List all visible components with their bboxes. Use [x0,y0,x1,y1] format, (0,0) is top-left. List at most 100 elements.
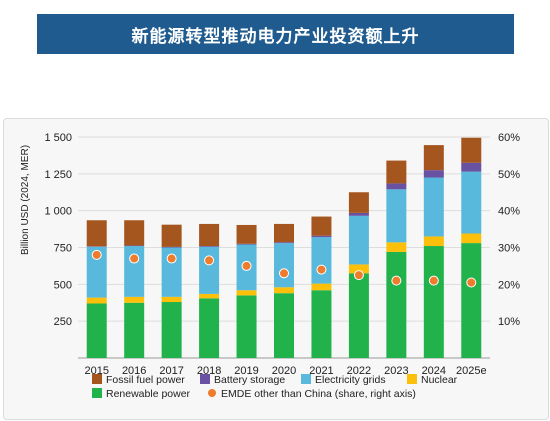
y-tick-label: 1 250 [44,169,72,181]
legend-swatch [407,374,417,384]
bar-segment [311,290,332,358]
y2-tick-label: 40% [498,206,520,218]
y2-tick-label: 30% [498,243,520,255]
x-tick-label: 2015 [84,365,108,377]
bar-segment [236,290,257,296]
legend-label: Battery storage [214,374,285,386]
share-point [241,260,252,271]
title-banner: 新能源转型推动电力产业投资额上升 [37,14,514,54]
bar-segment [161,224,182,247]
bar-segment [311,283,332,291]
bar-segment [236,243,257,245]
share-point [166,253,177,264]
y2-tick-label: 10% [498,316,520,328]
bar-segment [311,235,332,238]
bar-segment [199,298,220,358]
bar-segment [423,170,444,178]
bar-segment [161,246,182,248]
bar-segment [199,293,220,299]
bar-segment [348,273,369,358]
right-axis: 10% 20% 30% 40% 50% 60% [498,132,520,328]
legend-swatch [200,374,210,384]
y-tick-label: 750 [54,243,72,255]
bar-segment [161,247,182,297]
bar-segment [274,243,294,288]
left-axis: 250 500 750 1 000 1 250 1 500 [44,132,72,328]
bar-segment [311,216,332,236]
bar-segment [86,220,107,247]
share-dots [91,249,477,288]
legend-label: Renewable power [106,388,191,400]
share-point [91,249,102,260]
share-point [353,270,364,281]
bar-segment [86,303,107,358]
share-point [204,255,215,266]
legend-label: Electricity grids [315,374,386,386]
bar-segment [274,293,294,358]
bar-segment [274,287,294,294]
bar-segment [423,177,444,237]
x-tick-label: 2021 [309,365,333,377]
share-point [428,275,439,286]
x-tick-label: 2017 [159,365,183,377]
x-tick-label: 2025e [456,365,487,377]
bar-segment [236,295,257,358]
bar-segment [348,264,369,274]
bar-segment [348,212,369,216]
bar-segment [124,246,145,297]
bar-segment [124,296,145,303]
y-axis-label: Billion USD (2024, MER) [20,145,31,255]
x-tick-label: 2024 [422,365,446,377]
bar-segment [423,246,444,358]
y-tick-label: 250 [54,316,72,328]
bar-segment [274,223,294,243]
x-axis: 2015 2016 2017 2018 2019 2020 2021 2022 2023 2024… [84,365,486,377]
legend-label: Fossil fuel power [106,374,185,386]
bar-segment [274,242,294,244]
y2-tick-label: 50% [498,169,520,181]
share-point [129,253,140,264]
bar-segment [461,137,482,163]
bars [86,137,482,358]
bar-segment [386,189,407,243]
bar-segment [423,145,444,171]
x-tick-label: 2019 [234,365,258,377]
bar-segment [386,242,407,252]
y-tick-label: 500 [54,279,72,291]
y-tick-label: 1 500 [44,132,72,144]
legend-swatch [92,388,102,398]
bar-segment [86,297,107,304]
bar-segment [86,246,107,298]
x-tick-label: 2016 [122,365,146,377]
bar-segment [124,220,145,246]
y2-tick-label: 60% [498,132,520,144]
share-point [391,275,402,286]
y2-tick-label: 20% [498,279,520,291]
legend-swatch [301,374,311,384]
bar-segment [423,236,444,247]
legend-label: Nuclear [421,374,458,386]
chart-title: 新能源转型推动电力产业投资额上升 [131,26,420,47]
bar-segment [311,237,332,284]
legend: Fossil fuel power Battery storage Electric… [92,374,458,400]
bar-segment [124,302,145,358]
bar-segment [161,296,182,303]
bar-segment [199,246,220,294]
bar-segment [461,162,482,172]
bar-segment [348,215,369,265]
legend-dot [208,389,216,397]
share-point [316,264,327,275]
bar-segment [161,302,182,358]
bar-segment [348,192,369,213]
bar-segment [461,171,482,234]
bar-segment [236,224,257,244]
legend-label: EMDE other than China (share, right axis… [221,388,416,400]
x-tick-label: 2023 [384,365,408,377]
bar-segment [386,183,407,190]
bar-segment [386,251,407,358]
bar-segment [199,223,220,247]
bar-segment [461,233,482,244]
x-tick-label: 2020 [272,365,296,377]
legend-swatch [92,374,102,384]
